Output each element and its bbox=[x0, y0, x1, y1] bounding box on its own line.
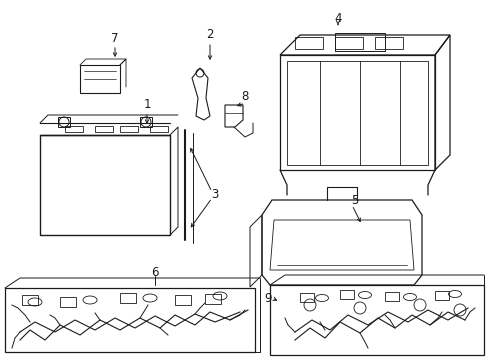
Text: 1: 1 bbox=[143, 99, 150, 112]
Text: 3: 3 bbox=[211, 189, 218, 202]
Bar bbox=[204, 294, 221, 304]
Bar bbox=[40, 135, 170, 235]
Bar bbox=[434, 291, 448, 300]
Bar bbox=[374, 37, 402, 49]
Text: 4: 4 bbox=[334, 12, 341, 24]
Text: 9: 9 bbox=[264, 292, 271, 305]
Text: 6: 6 bbox=[151, 266, 159, 279]
Bar bbox=[60, 297, 76, 307]
Bar bbox=[65, 126, 83, 132]
Bar bbox=[334, 33, 384, 51]
Bar bbox=[299, 293, 313, 302]
Text: 7: 7 bbox=[111, 31, 119, 45]
Text: 2: 2 bbox=[206, 28, 213, 41]
Bar bbox=[339, 290, 353, 299]
Bar bbox=[150, 126, 168, 132]
Text: 8: 8 bbox=[241, 90, 248, 104]
Bar bbox=[294, 37, 323, 49]
Bar bbox=[334, 37, 362, 49]
Bar bbox=[120, 126, 138, 132]
Text: 5: 5 bbox=[350, 194, 358, 207]
Bar bbox=[22, 295, 38, 305]
Bar bbox=[95, 126, 113, 132]
Bar bbox=[175, 295, 191, 305]
Bar bbox=[120, 293, 136, 303]
Bar bbox=[58, 117, 70, 127]
Bar bbox=[140, 117, 152, 127]
Bar bbox=[384, 292, 398, 301]
